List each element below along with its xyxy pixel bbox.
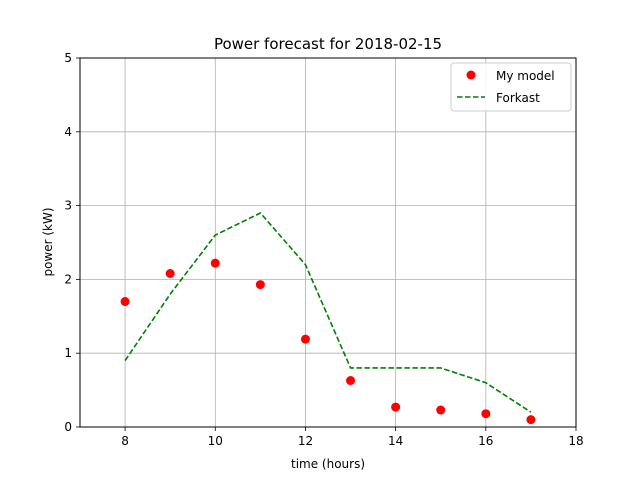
legend-box: [450, 62, 572, 112]
chart-title: Power forecast for 2018-02-15: [214, 35, 442, 53]
y-tick-label: 4: [64, 125, 72, 139]
x-tick-label: 14: [388, 434, 403, 448]
my-model-point: [481, 409, 491, 419]
my-model-point: [210, 258, 220, 268]
x-tick-label: 16: [478, 434, 493, 448]
my-model-point: [120, 297, 130, 307]
y-tick-label: 5: [64, 51, 72, 65]
my-model-point: [436, 405, 446, 415]
x-tick-label: 12: [298, 434, 313, 448]
my-model-point: [255, 280, 265, 290]
x-tick-label: 18: [568, 434, 583, 448]
y-tick-label: 1: [64, 346, 72, 360]
my-model-series: [120, 258, 536, 425]
forkast-line: [124, 211, 532, 413]
my-model-point: [391, 402, 401, 412]
y-axis-label: power (kW): [41, 207, 55, 276]
legend-marker-my-model: [466, 70, 476, 80]
forkast-series: [124, 211, 532, 413]
x-tick-label: 8: [121, 434, 129, 448]
legend-label-forkast: Forkast: [496, 91, 540, 105]
my-model-point: [300, 334, 310, 344]
x-axis-label: time (hours): [291, 457, 365, 471]
my-model-point: [526, 415, 536, 425]
y-tick-label: 3: [64, 199, 72, 213]
legend: My model Forkast: [450, 62, 572, 112]
y-tick-label: 0: [64, 420, 72, 434]
y-axis-ticks: 0 1 2 3 4 5: [64, 51, 80, 434]
x-tick-label: 10: [208, 434, 223, 448]
my-model-point: [165, 268, 175, 278]
my-model-point: [346, 376, 356, 386]
grid-lines: [80, 57, 577, 428]
y-tick-label: 2: [64, 272, 72, 286]
plot-frame: [79, 57, 577, 428]
x-axis-ticks: 8 10 12 14 16 18: [121, 427, 584, 448]
legend-label-my-model: My model: [496, 69, 555, 83]
